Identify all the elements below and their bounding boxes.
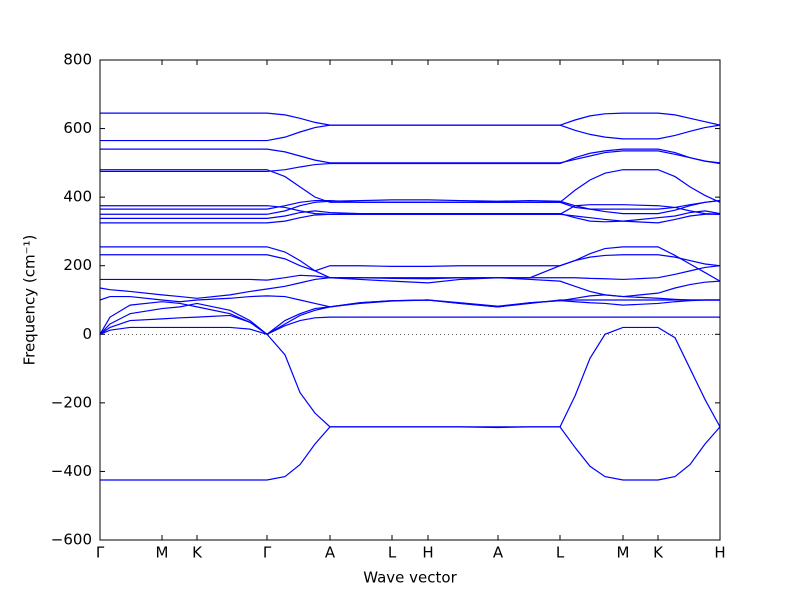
y-tick-label: 600 [63,119,92,137]
band-line [100,204,721,215]
band-line [100,169,721,203]
x-tick-label: A [493,544,504,562]
x-tick-label: M [156,544,169,562]
plot-frame [99,59,721,541]
x-tick-label: L [556,544,565,562]
x-tick-label: K [653,544,664,562]
x-tick-label: Γ [263,544,272,562]
x-tick-label: H [422,544,433,562]
band-line [100,210,721,223]
y-tick-label: −400 [51,462,92,480]
band-line [100,265,721,281]
band-line [99,326,721,428]
y-tick-label: 0 [82,325,92,343]
y-tick-label: 400 [63,188,92,206]
band-line [100,148,721,165]
x-tick-label: Γ [96,544,105,562]
x-tick-label: M [617,544,630,562]
y-tick-label: 200 [63,256,92,274]
y-tick-label: 800 [63,51,92,69]
band-line [99,277,721,299]
x-axis-label: Wave vector [363,569,457,587]
y-axis-label: Frequency (cm⁻¹) [21,235,39,366]
x-tick-label: A [325,544,336,562]
x-tick-label: H [714,544,725,562]
band-line [100,148,721,173]
band-line [100,246,721,282]
x-tick-label: K [192,544,203,562]
y-tick-label: −600 [51,531,92,549]
band-line [100,254,721,272]
band-line [99,294,720,308]
band-line [100,112,721,140]
x-tick-label: L [388,544,397,562]
y-tick-label: −200 [51,393,92,411]
band-line [100,199,721,215]
band-line [99,314,720,335]
